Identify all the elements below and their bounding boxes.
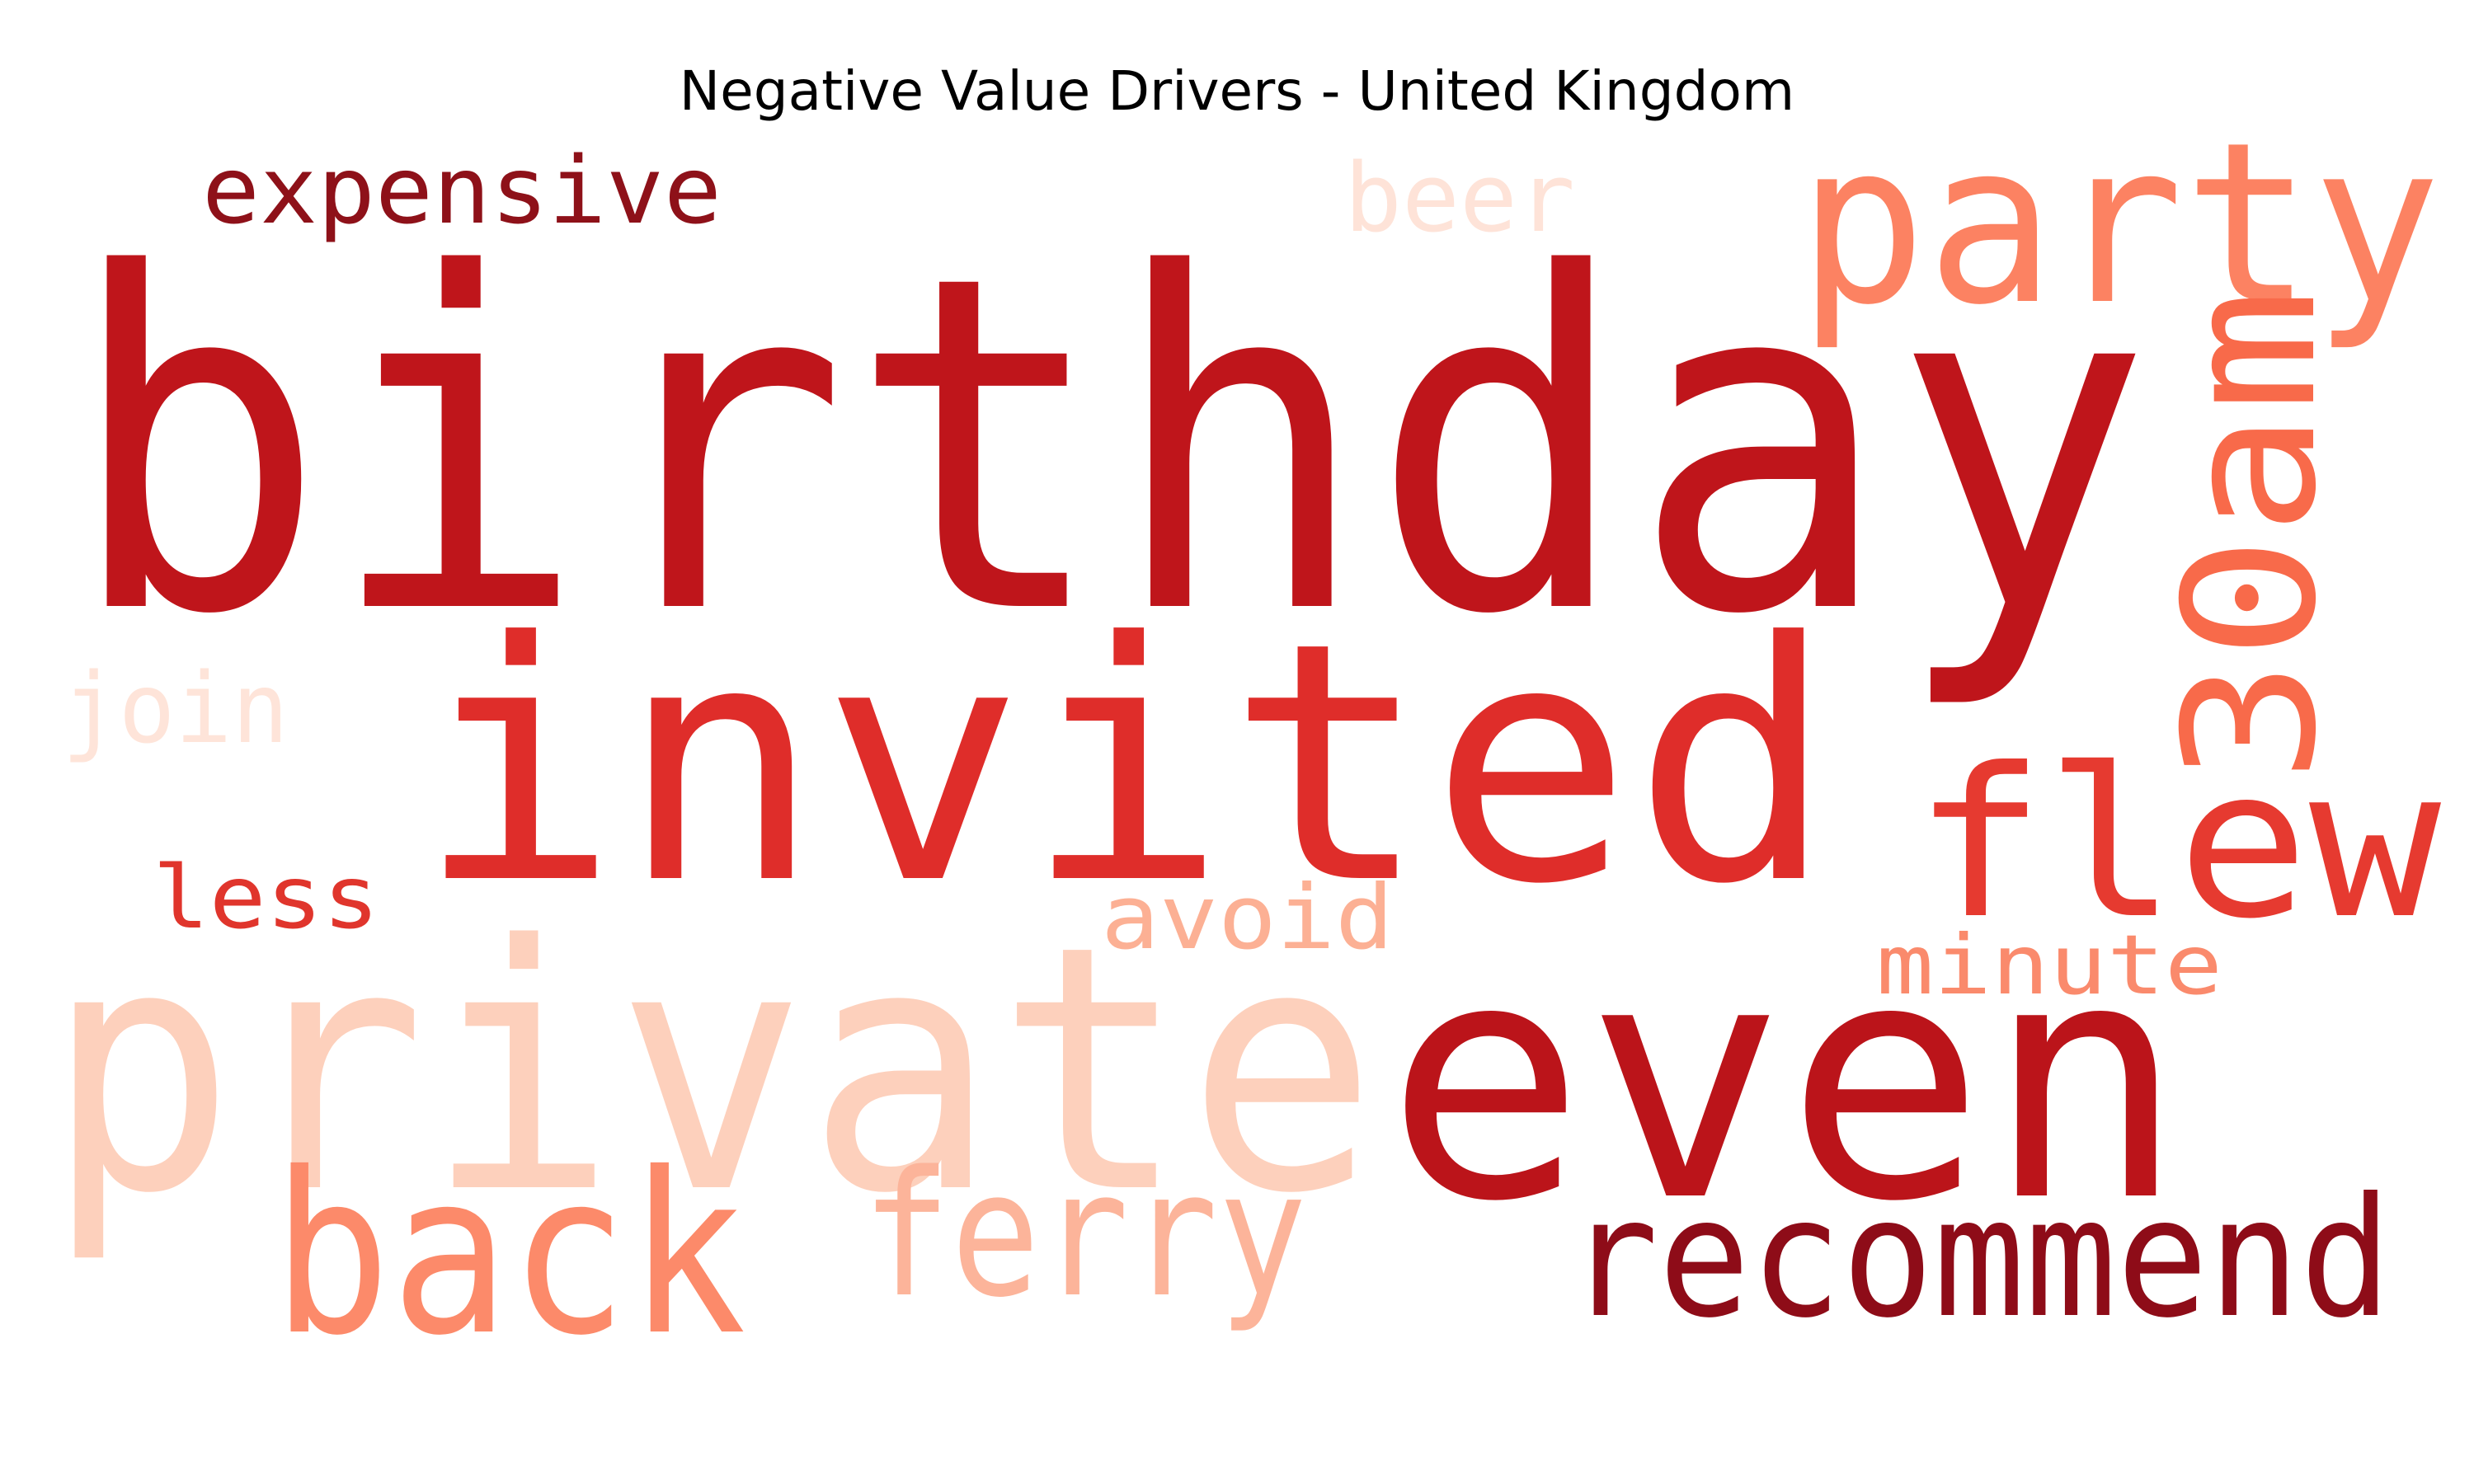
word-minute: minute [1876, 917, 2222, 1013]
word-join: join [62, 651, 289, 765]
chart-title: Negative Value Drivers - United Kingdom [679, 59, 1795, 123]
word-beer: beer [1344, 143, 1575, 254]
word-birthday: birthday [66, 178, 2152, 716]
word-expensive: expensive [202, 138, 722, 245]
word-back: back [272, 1125, 746, 1384]
word-private: private [45, 873, 1377, 1267]
word-flew: flew [1913, 724, 2442, 964]
word-party: party [1798, 94, 2441, 354]
word-avoid: avoid [1101, 866, 1394, 970]
word-invited: invited [416, 573, 1835, 956]
word-even: even [1385, 890, 2185, 1274]
word-ferry: ferry [862, 1134, 1307, 1336]
word-recommend: recommend [1567, 1162, 2392, 1355]
word-30am: 30am [2145, 289, 2356, 783]
word-less: less [153, 848, 379, 948]
